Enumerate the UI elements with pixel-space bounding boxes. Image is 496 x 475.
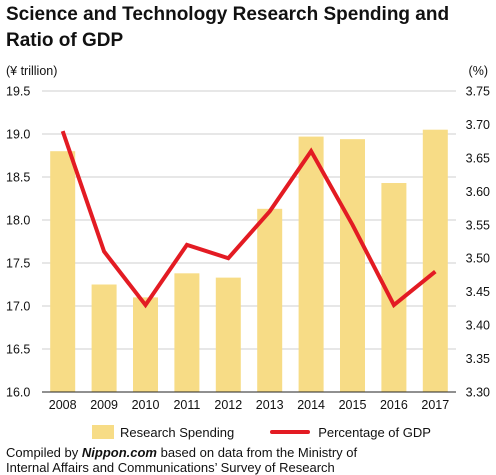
left-tick-label: 18.5: [6, 171, 30, 185]
right-tick-label: 3.60: [466, 185, 490, 199]
legend-item-percentage-gdp: Percentage of GDP: [234, 425, 431, 440]
x-tick-label: 2015: [339, 398, 367, 412]
source-prefix: Compiled by: [6, 445, 82, 460]
legend-bar-swatch: [92, 425, 114, 439]
x-tick-label: 2008: [49, 398, 77, 412]
legend-line-label: Percentage of GDP: [318, 424, 431, 440]
right-tick-label: 3.35: [466, 352, 490, 366]
bar: [340, 139, 365, 392]
source-line1: Compiled by Nippon.com based on data fro…: [6, 445, 492, 460]
bar: [91, 284, 117, 392]
left-tick-label: 17.0: [6, 300, 30, 314]
x-tick-label: 2013: [256, 398, 284, 412]
left-tick-label: 16.5: [6, 343, 30, 357]
source-suffix: based on data from the Ministry of: [156, 445, 358, 460]
left-tick-label: 17.5: [6, 257, 30, 271]
legend-item-research-spending: Research Spending: [92, 425, 234, 440]
bar: [50, 151, 76, 392]
bar: [422, 129, 448, 392]
x-tick-label: 2012: [214, 398, 242, 412]
chart-plot: 16.0 16.5 17.0 17.5 18.0 18.5 19.0 19.5 3.30 3.35…: [6, 85, 490, 413]
x-tick-label: 2009: [90, 398, 118, 412]
left-tick-label: 16.0: [6, 386, 30, 400]
right-tick-label: 3.65: [466, 151, 490, 165]
legend-line-swatch: [270, 430, 311, 434]
right-tick-label: 3.40: [466, 319, 490, 333]
gdp-line: [60, 130, 437, 309]
source-line2: Internal Affairs and Communications’ Sur…: [6, 460, 335, 475]
x-tick-label: 2016: [380, 398, 408, 412]
right-tick-label: 3.45: [466, 285, 490, 299]
right-tick-label: 3.75: [466, 85, 490, 99]
bar: [298, 136, 324, 392]
bar: [215, 277, 241, 392]
legend: Research Spending Percentage of GDP: [92, 424, 431, 440]
right-axis-unit: (%): [468, 64, 488, 78]
left-tick-label: 19.5: [6, 85, 30, 99]
source-note: Compiled by Nippon.com based on data fro…: [6, 445, 492, 475]
left-tick-label: 18.0: [6, 214, 30, 228]
chart-title: Science and Technology Research Spending…: [6, 2, 486, 54]
right-tick-label: 3.70: [466, 118, 490, 132]
x-tick-label: 2017: [421, 398, 449, 412]
source-brand: Nippon.com: [81, 445, 157, 460]
x-tick-label: 2011: [173, 398, 200, 412]
right-tick-label: 3.30: [466, 386, 490, 400]
left-axis-unit: (¥ trillion): [6, 64, 58, 78]
bar: [257, 208, 283, 392]
legend-bar-label: Research Spending: [120, 424, 235, 440]
bar: [133, 297, 158, 392]
x-tick-label: 2014: [297, 398, 325, 412]
right-tick-label: 3.50: [466, 252, 490, 266]
left-tick-label: 19.0: [6, 128, 30, 142]
chart-title-line1: Science and Technology Research Spending…: [6, 4, 450, 25]
chart-title-line2: Ratio of GDP: [6, 30, 124, 51]
x-tick-label: 2010: [132, 398, 160, 412]
bar: [174, 273, 200, 392]
right-tick-label: 3.55: [466, 218, 490, 232]
